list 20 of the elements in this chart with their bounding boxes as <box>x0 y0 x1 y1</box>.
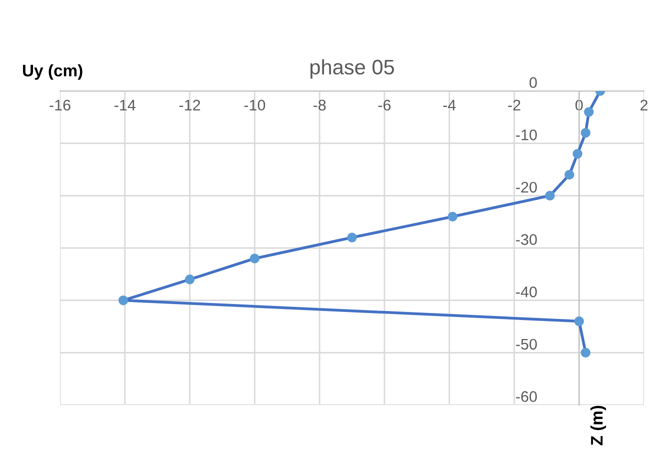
x-tick-label: -14 <box>114 100 136 110</box>
y-tick-label: -40 <box>516 286 537 298</box>
x-tick-label: -8 <box>313 100 326 111</box>
x-tick-label: 0 <box>575 100 583 111</box>
x-tick-label: -2 <box>508 100 520 110</box>
y-tick-label: -60 <box>516 391 537 402</box>
x-tick-label: -4 <box>443 100 456 110</box>
y-tick-label: -10 <box>516 129 537 140</box>
y-tick-label: 0 <box>530 77 537 88</box>
y-tick-label: -20 <box>516 182 537 193</box>
x-tick-label: -10 <box>244 100 266 111</box>
y-tick-label: -30 <box>516 234 537 245</box>
x-axis-title: Uy (cm) <box>23 64 82 80</box>
x-tick-label: -12 <box>179 100 200 110</box>
chart-title: phase 05 <box>310 59 394 79</box>
y-tick-label: -50 <box>516 338 537 350</box>
x-tick-label: -6 <box>378 100 391 111</box>
x-tick-label: -16 <box>50 100 70 111</box>
x-tick-label: 2 <box>640 100 648 110</box>
y-axis-title: Z (m) <box>590 406 606 446</box>
